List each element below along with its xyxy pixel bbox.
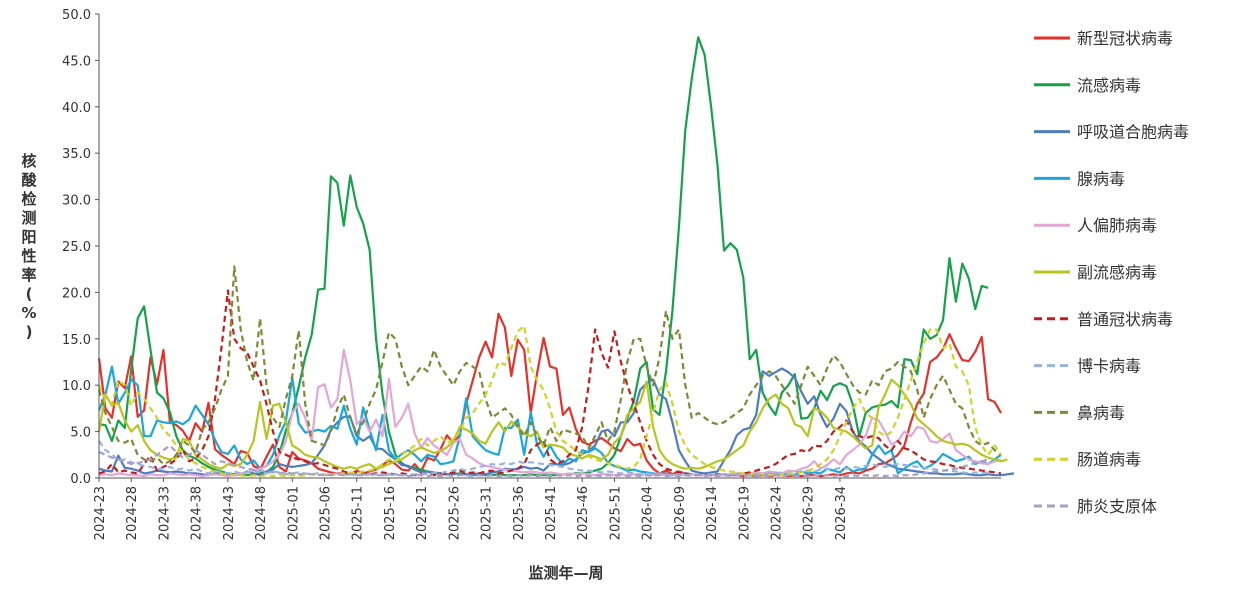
x-tick-label: 2026-09 — [673, 486, 688, 540]
x-tick-label: 2025-11 — [351, 486, 366, 540]
y-axis-title-char: 阳 — [21, 228, 36, 246]
x-tick-label: 2026-14 — [705, 486, 720, 540]
y-tick-label: 25.0 — [62, 240, 91, 255]
x-tick-label: 2025-26 — [447, 486, 462, 540]
y-tick-label: 0.0 — [70, 472, 91, 487]
series-line-8 — [98, 440, 989, 477]
x-tick-label: 2026-24 — [770, 486, 785, 540]
y-tick-label: 40.0 — [62, 101, 91, 116]
y-axis-title-char: 酸 — [21, 171, 37, 189]
x-tick-label: 2025-36 — [512, 486, 527, 540]
y-tick-label: 5.0 — [70, 426, 91, 441]
x-tick-label: 2024-43 — [222, 486, 237, 540]
legend-label: 人偏肺病毒 — [1077, 216, 1157, 235]
series-line-1 — [97, 312, 1002, 478]
x-tick-label: 2025-31 — [480, 486, 495, 540]
y-axis-title-char: 核 — [21, 152, 36, 170]
legend-label: 腺病毒 — [1077, 169, 1125, 188]
legend-label: 博卡病毒 — [1077, 357, 1141, 376]
x-tick-label: 2024-28 — [125, 486, 140, 540]
y-axis-title-char: ) — [26, 323, 33, 341]
legend-label: 普通冠状病毒 — [1077, 310, 1173, 329]
y-tick-label: 30.0 — [62, 194, 91, 209]
x-tick-label: 2026-34 — [834, 486, 849, 540]
x-axis-title: 监测年—周 — [528, 564, 603, 582]
legend-label: 肠道病毒 — [1077, 450, 1141, 469]
y-tick-label: 10.0 — [62, 379, 91, 394]
y-axis-title: 核酸检测阳性率(%) — [21, 152, 37, 341]
y-axis-title-char: ( — [26, 285, 33, 303]
y-tick-label: 45.0 — [62, 54, 91, 69]
series-line-6 — [97, 378, 1008, 470]
series-line-4 — [97, 365, 1002, 477]
legend: 新型冠状病毒流感病毒呼吸道合胞病毒腺病毒人偏肺病毒副流感病毒普通冠状病毒博卡病毒… — [1034, 29, 1189, 516]
x-tick-label: 2024-23 — [93, 486, 108, 540]
x-tick-label: 2026-29 — [802, 486, 817, 540]
series-line-7 — [98, 289, 1002, 477]
y-tick-label: 20.0 — [62, 286, 91, 301]
x-tick-label: 2025-46 — [576, 486, 591, 540]
series-line-10 — [98, 324, 1002, 478]
x-tick-label: 2025-16 — [383, 486, 398, 540]
y-tick-label: 15.0 — [62, 333, 91, 348]
y-axis-title-char: 率 — [21, 266, 36, 284]
y-axis-title-char: 测 — [21, 209, 36, 227]
y-axis-title-char: 检 — [21, 190, 36, 208]
x-tick-label: 2024-33 — [157, 486, 172, 540]
x-tick-label: 2025-21 — [415, 486, 430, 540]
x-tick-label: 2026-19 — [737, 486, 752, 540]
y-axis-title-char: % — [21, 304, 36, 322]
legend-label: 副流感病毒 — [1077, 263, 1157, 282]
x-tick-label: 2024-38 — [190, 486, 205, 540]
plot-lines — [97, 36, 1015, 478]
x-tick-label: 2025-01 — [286, 486, 301, 540]
x-tick-label: 2025-06 — [319, 486, 334, 540]
x-tick-label: 2025-51 — [608, 486, 623, 540]
legend-label: 鼻病毒 — [1077, 403, 1125, 422]
series-line-9 — [97, 265, 1002, 466]
legend-label: 肺炎支原体 — [1077, 497, 1157, 516]
x-tick-label: 2026-04 — [641, 486, 656, 540]
x-tick-label: 2025-41 — [544, 486, 559, 540]
legend-label: 呼吸道合胞病毒 — [1077, 123, 1189, 142]
y-axis-title-char: 性 — [21, 247, 36, 265]
series-line-2 — [98, 36, 989, 477]
y-tick-label: 35.0 — [62, 147, 91, 162]
x-tick-label: 2024-48 — [254, 486, 269, 540]
y-tick-label: 50.0 — [62, 8, 91, 23]
legend-label: 新型冠状病毒 — [1077, 29, 1173, 48]
legend-label: 流感病毒 — [1077, 76, 1141, 95]
axes: 0.0 5.0 10.0 15.0 20.0 25.0 30.0 35.0 40.0 45.0 50… — [62, 8, 1001, 540]
